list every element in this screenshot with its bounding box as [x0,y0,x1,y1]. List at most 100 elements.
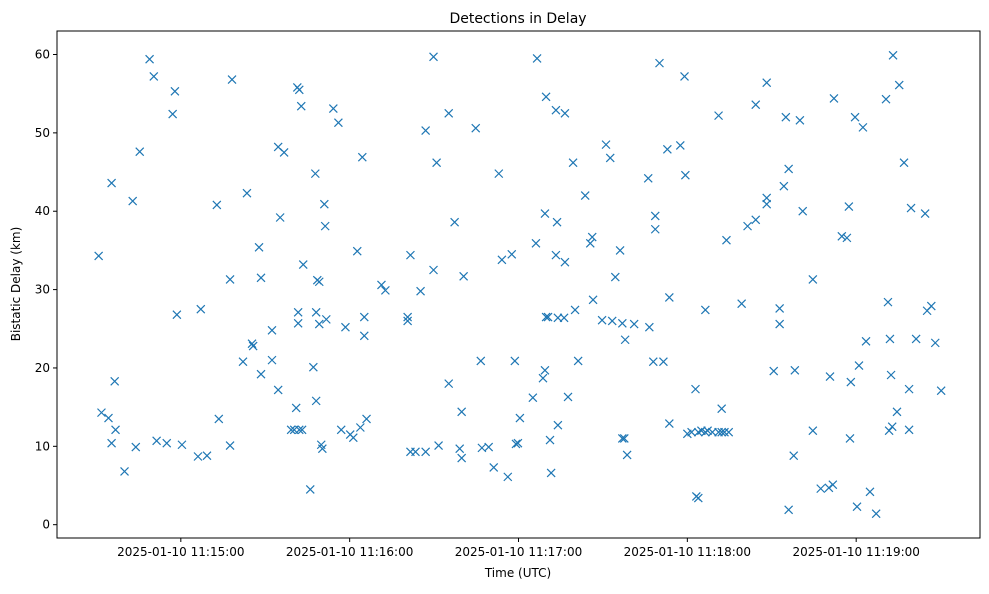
data-point-x-marker [149,72,159,81]
data-point-x-marker [779,181,789,191]
data-point-x-marker [573,356,583,366]
data-point-x-marker [247,339,257,349]
data-point-x-marker [842,233,852,243]
data-point-x-marker [762,78,772,88]
data-point-x-marker [248,341,258,351]
data-point-x-marker [227,75,237,85]
data-point-x-marker [319,199,329,209]
data-point-x-marker [457,453,467,463]
data-point-x-marker [551,105,561,115]
data-point-x-marker [531,238,541,248]
data-point-x-marker [906,203,916,213]
data-point-x-marker [503,472,513,482]
data-point-x-marker [214,414,224,424]
data-point-x-marker [904,425,914,435]
data-point-x-marker [662,144,672,154]
y-axis-label: Bistatic Delay (km) [9,227,23,342]
data-point-x-marker [887,422,897,432]
data-point-x-marker [145,54,155,64]
data-point-x-marker [212,200,222,210]
data-point-x-marker [242,188,252,198]
data-point-x-marker [553,420,563,430]
data-point-x-marker [429,52,438,62]
data-point-x-marker [355,423,365,432]
data-point-x-marker [172,310,182,320]
data-point-x-marker [107,438,117,448]
data-point-x-marker [94,251,104,261]
data-point-x-marker [294,85,304,95]
data-point-x-marker [489,463,499,472]
data-point-x-marker [528,393,538,403]
data-point-x-marker [664,419,674,429]
data-point-x-marker [359,331,369,341]
data-point-x-marker [225,441,235,450]
x-axis-label: Time (UTC) [484,566,551,580]
data-point-x-marker [305,484,315,494]
data-point-x-marker [553,313,563,323]
data-point-x-marker [541,92,551,102]
data-point-x-marker [444,108,454,118]
data-point-x-marker [617,434,627,443]
data-point-x-marker [926,301,936,311]
data-point-x-marker [403,312,413,322]
data-point-x-marker [377,280,386,290]
data-point-x-marker [936,386,946,396]
data-point-x-marker [894,80,904,90]
data-point-x-marker [256,273,266,283]
data-point-x-marker [751,215,761,225]
data-point-x-marker [196,304,206,314]
data-point-x-marker [541,312,551,322]
data-point-x-marker [850,112,860,122]
data-point-x-marker [790,365,800,375]
data-point-x-marker [597,315,607,325]
data-point-x-marker [769,366,779,376]
data-point-x-marker [515,413,525,423]
data-point-x-marker [538,373,548,383]
data-point-x-marker [607,316,617,326]
data-point-x-marker [563,392,573,402]
data-point-x-marker [559,313,569,323]
data-point-x-marker [320,221,330,231]
data-point-x-marker [341,322,350,332]
data-point-x-marker [829,93,839,103]
data-point-x-marker [444,379,454,389]
data-point-x-marker [899,158,909,168]
data-point-x-marker [110,376,120,386]
data-point-x-marker [152,436,162,446]
data-point-x-marker [808,274,818,284]
data-point-x-marker [658,357,668,367]
data-point-x-marker [380,285,390,295]
data-point-x-marker [311,396,321,406]
data-point-x-marker [722,235,731,245]
data-point-x-marker [920,209,930,219]
x-axis: 2025-01-10 11:15:00 2025-01-10 11:16:00 20… [117,538,920,559]
data-point-x-marker [762,199,772,209]
data-point-x-marker [664,293,674,302]
data-point-x-marker [717,427,727,437]
x-tick-label: 2025-01-10 11:19:00 [792,545,919,559]
data-point-x-marker [362,414,371,424]
data-point-x-marker [545,435,555,445]
data-point-x-marker [551,250,561,260]
data-point-x-marker [131,442,141,452]
x-tick-label: 2025-01-10 11:18:00 [624,545,751,559]
data-point-x-marker [643,173,653,183]
data-point-x-marker [267,355,277,365]
data-point-x-marker [693,427,703,437]
data-point-x-marker [714,111,724,121]
data-point-x-marker [883,297,893,307]
data-point-x-marker [552,217,562,227]
y-axis: 0 10 20 30 40 50 60 [35,48,57,532]
data-point-x-marker [104,413,113,423]
data-point-x-marker [717,404,727,414]
data-point-x-marker [762,193,772,203]
data-point-x-marker [691,384,700,394]
data-point-x-marker [854,361,864,371]
data-point-x-marker [359,312,369,322]
data-point-x-marker [510,356,520,366]
data-point-x-marker [775,303,785,313]
data-point-x-marker [568,158,578,168]
data-point-x-marker [507,249,517,259]
data-point-x-marker [622,450,632,460]
data-point-x-marker [871,509,881,519]
